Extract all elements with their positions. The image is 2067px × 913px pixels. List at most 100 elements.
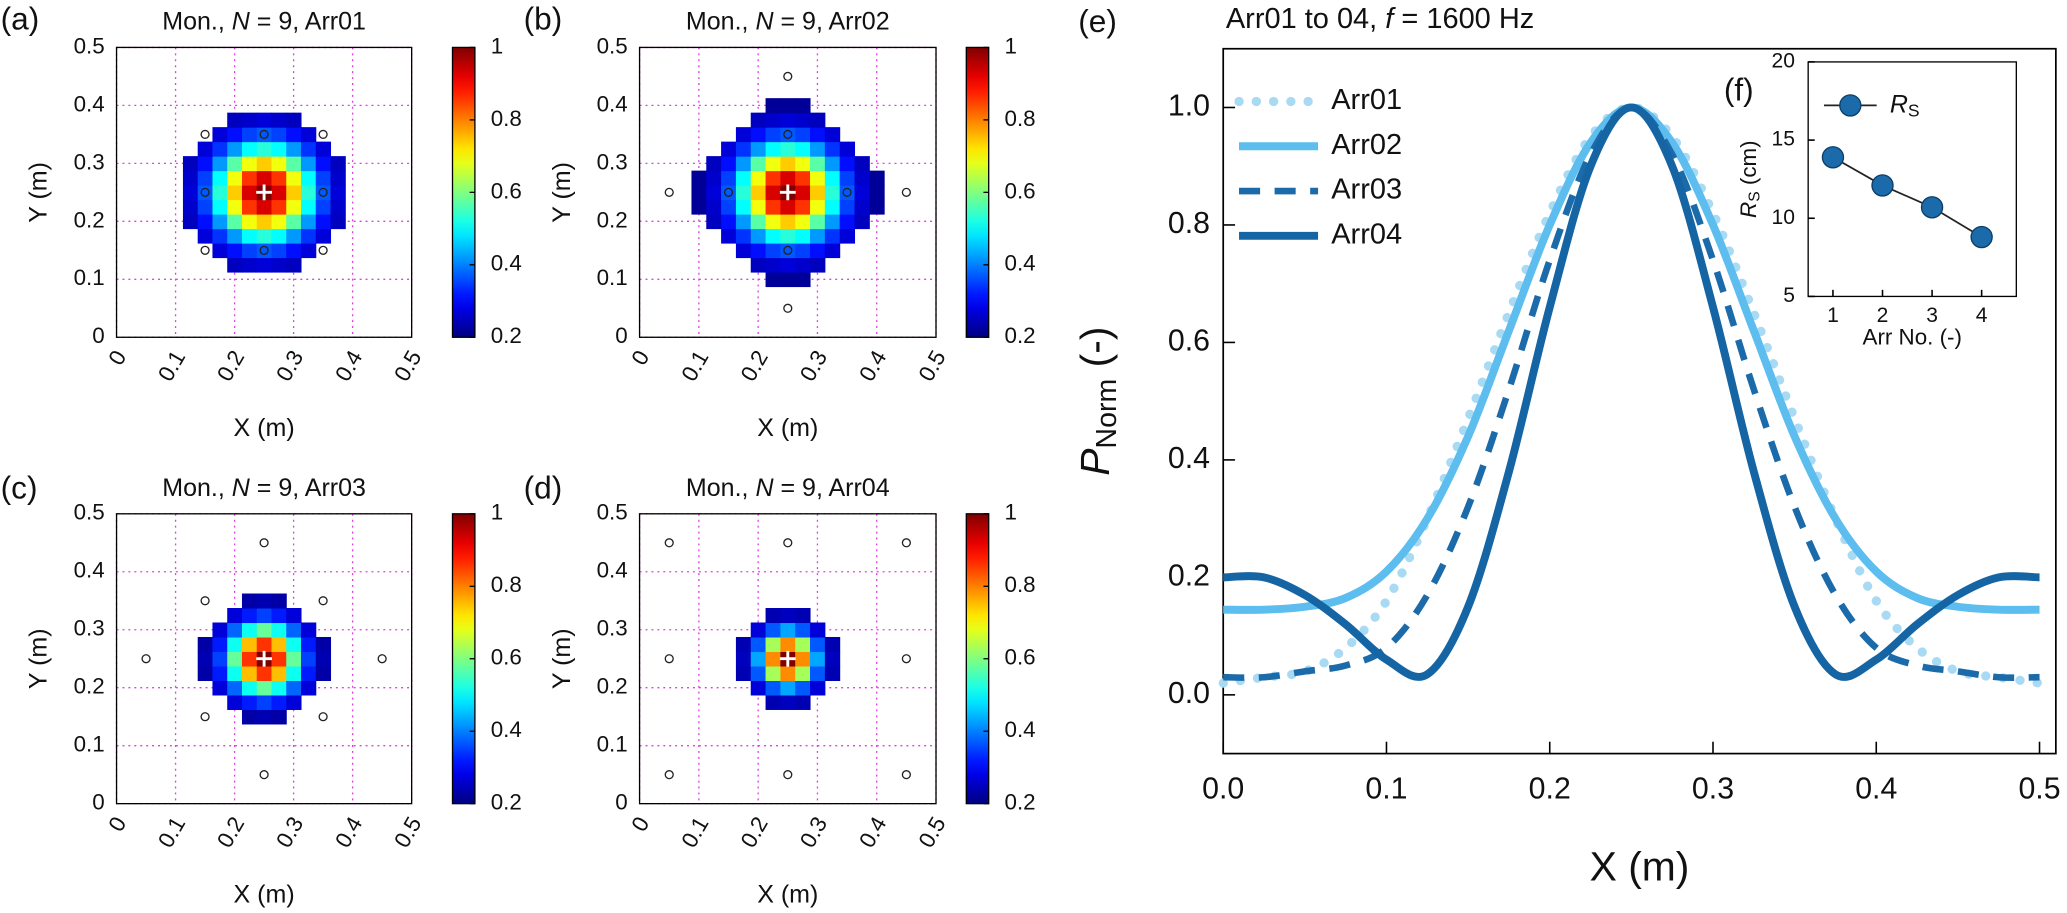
heat-cell bbox=[795, 98, 811, 114]
x-tick-label: 0.3 bbox=[795, 346, 832, 385]
heat-cell bbox=[795, 214, 811, 230]
source-point bbox=[200, 712, 210, 722]
heat-cell bbox=[212, 622, 228, 638]
colorbar-tick-label: 0.2 bbox=[1005, 323, 1036, 348]
heat-cell bbox=[286, 199, 302, 215]
heat-cell bbox=[824, 156, 841, 172]
legend-label: Arr01 bbox=[1331, 84, 1402, 116]
chart-title-part: Mon., bbox=[162, 473, 232, 501]
source-point bbox=[259, 538, 269, 548]
heat-cell bbox=[212, 636, 228, 653]
heat-cell bbox=[706, 185, 722, 201]
heat-cell bbox=[227, 156, 243, 172]
heat-cell bbox=[271, 127, 287, 143]
x-tick-label: 0.4 bbox=[854, 812, 891, 851]
x-tick-label: 0.1 bbox=[1365, 772, 1407, 805]
heat-cell bbox=[780, 272, 796, 288]
y-tick-label: 0.6 bbox=[1168, 324, 1210, 357]
x-tick-label: 0.2 bbox=[1529, 772, 1571, 805]
plot-frame bbox=[638, 46, 937, 338]
heat-cell bbox=[315, 156, 332, 172]
heat-cell bbox=[241, 665, 258, 681]
legend-label: RS bbox=[1890, 90, 1920, 120]
source-point bbox=[318, 712, 328, 722]
heat-cell bbox=[765, 243, 781, 259]
heat-cell bbox=[735, 214, 752, 230]
y-axis-label-part: R bbox=[1736, 202, 1761, 218]
source-point bbox=[200, 187, 210, 197]
heat-cell bbox=[765, 156, 781, 172]
heat-cell bbox=[780, 228, 796, 244]
heat-cell bbox=[795, 608, 811, 624]
heat-cell bbox=[271, 622, 287, 638]
source-point bbox=[901, 187, 911, 197]
source-point bbox=[783, 770, 793, 780]
heat-cell bbox=[824, 214, 841, 230]
x-tick-label: 0.1 bbox=[676, 346, 713, 385]
heat-cell bbox=[212, 141, 228, 157]
y-tick-label: 0.3 bbox=[74, 616, 105, 641]
heat-cell bbox=[780, 622, 796, 638]
heat-cell bbox=[691, 199, 707, 215]
heat-cell bbox=[241, 199, 258, 215]
heat-cell bbox=[227, 651, 243, 667]
source-point bbox=[200, 596, 210, 606]
heat-cell bbox=[212, 185, 228, 201]
heat-cell bbox=[780, 608, 796, 624]
heat-cell bbox=[839, 199, 856, 215]
y-axis-label-part: (-) bbox=[1072, 327, 1118, 379]
colorbar-tick-label: 1 bbox=[491, 33, 503, 58]
heat-cell bbox=[780, 199, 796, 215]
x-axis-label: X (m) bbox=[1590, 843, 1690, 889]
heat-cell bbox=[765, 694, 781, 710]
heat-cell bbox=[271, 228, 287, 244]
heat-cell bbox=[706, 214, 722, 230]
x-tick-label: 0.2 bbox=[736, 346, 773, 385]
heat-cell bbox=[256, 127, 273, 143]
heat-cell bbox=[256, 228, 273, 244]
heat-cell bbox=[315, 141, 332, 157]
heat-cell bbox=[721, 228, 737, 244]
chart-title-part: N bbox=[232, 7, 251, 35]
x-tick-label: 0.2 bbox=[212, 812, 249, 851]
x-axis-label: X (m) bbox=[757, 414, 818, 442]
heat-cell bbox=[271, 156, 287, 172]
heat-cell bbox=[810, 651, 826, 667]
heat-cell bbox=[750, 665, 767, 681]
heat-cell bbox=[735, 665, 752, 681]
y-tick-label: 0.1 bbox=[597, 732, 628, 757]
center-marker bbox=[256, 184, 273, 201]
heat-cell bbox=[286, 651, 302, 667]
heat-cell bbox=[839, 185, 856, 201]
panel-label: (e) bbox=[1078, 3, 1117, 39]
source-point bbox=[783, 245, 793, 255]
heat-cell bbox=[824, 141, 841, 157]
source-point bbox=[901, 770, 911, 780]
source-point bbox=[901, 538, 911, 548]
heat-cell bbox=[182, 170, 199, 186]
chart-title-part: = 9, Arr01 bbox=[250, 7, 366, 35]
heat-cell bbox=[854, 199, 870, 215]
heat-cell bbox=[227, 257, 243, 273]
y-axis-label: Y (m) bbox=[25, 162, 53, 223]
heat-cell bbox=[300, 228, 317, 244]
x-tick-label: 0.5 bbox=[389, 812, 426, 851]
heat-cell bbox=[197, 199, 213, 215]
heat-cell bbox=[286, 608, 302, 624]
heat-cell bbox=[271, 170, 287, 186]
heat-cell bbox=[271, 257, 287, 273]
heat-cell bbox=[286, 694, 302, 710]
colorbar-tick-label: 1 bbox=[1005, 500, 1017, 525]
y-tick-label: 0.4 bbox=[597, 91, 628, 116]
heat-cell bbox=[765, 257, 781, 273]
heat-cell bbox=[765, 141, 781, 157]
chart-title: Mon., N = 9, Arr01 bbox=[162, 7, 366, 35]
legend-label: Arr02 bbox=[1331, 129, 1402, 161]
panel-label: (d) bbox=[524, 469, 563, 505]
heat-cell bbox=[197, 651, 213, 667]
y-axis-label-part: P bbox=[1072, 449, 1118, 476]
heat-cell bbox=[315, 170, 332, 186]
y-tick-label: 0.4 bbox=[1168, 442, 1210, 475]
heat-cell bbox=[212, 665, 228, 681]
y-tick-label: 0.1 bbox=[597, 265, 628, 290]
